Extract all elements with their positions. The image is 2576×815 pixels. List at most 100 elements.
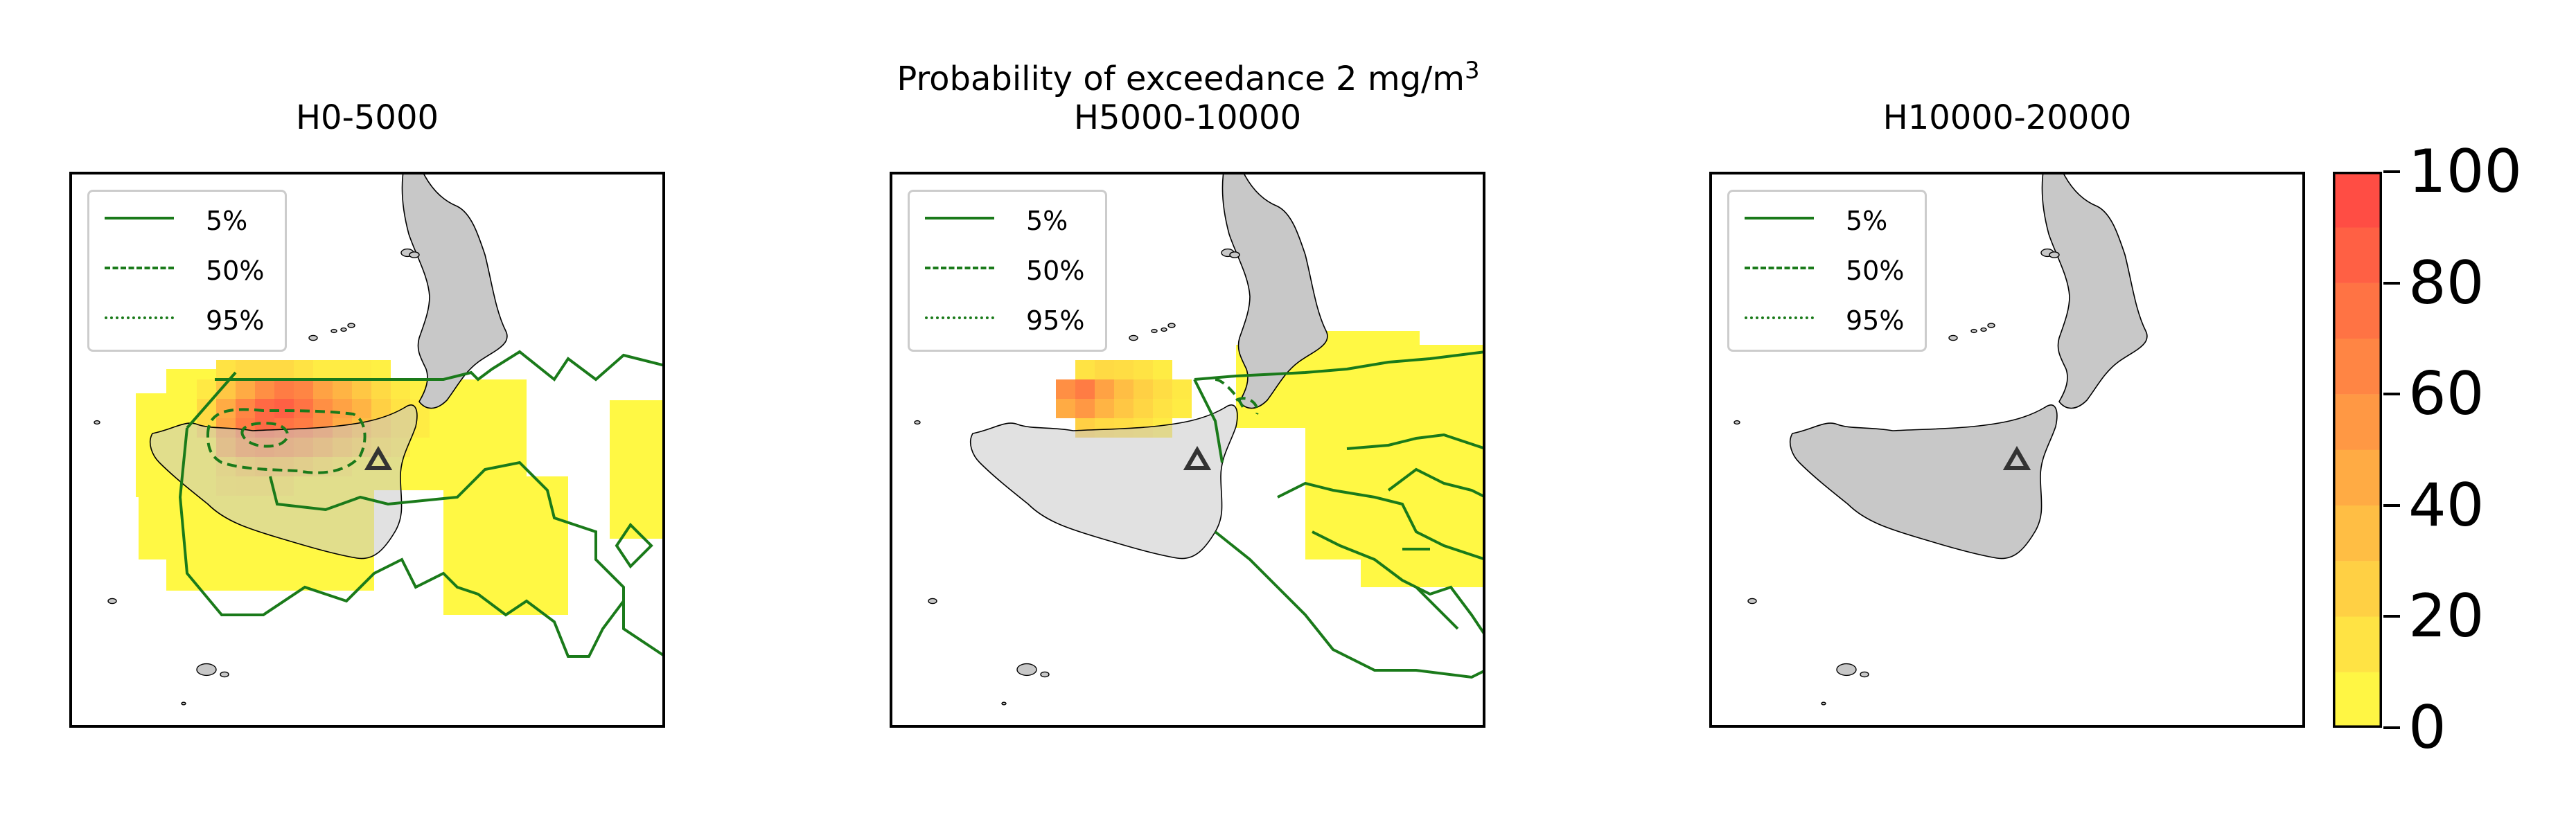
islet: [107, 598, 117, 604]
legend-dotted-line: [105, 316, 174, 319]
legend-entry-95pct: 95%: [925, 304, 1098, 336]
probability-cell: [1172, 399, 1192, 418]
colorbar-step: [2333, 672, 2382, 728]
legend-dotted-line: [925, 316, 994, 319]
probability-cell: [371, 379, 391, 399]
colorbar-tick-mark: [2383, 726, 2400, 729]
legend-entry-50pct: 50%: [1745, 254, 1918, 286]
probability-cell: [1056, 379, 1075, 399]
panel-1-title: H0-5000: [295, 98, 439, 137]
sicily-land: [149, 404, 418, 559]
probability-cell: [255, 399, 274, 418]
islet: [914, 420, 921, 425]
probability-contours-1: [178, 350, 665, 658]
probability-cell: [313, 360, 333, 379]
probability-cell: [391, 379, 410, 399]
islet: [220, 671, 229, 678]
probability-cell: [274, 379, 294, 399]
islet: [94, 420, 100, 425]
legend-label: 5%: [1846, 206, 1888, 236]
probability-cell: [1095, 379, 1114, 399]
triangle-icon: [1183, 445, 1212, 470]
probability-cell: [1095, 360, 1114, 379]
islet: [1948, 334, 1958, 341]
islet: [340, 327, 347, 332]
islet: [1151, 328, 1158, 334]
probability-cell: [1153, 379, 1172, 399]
colorbar-tick-mark: [2383, 393, 2400, 396]
land-layer-2: [914, 172, 1328, 706]
colorbar-step: [2333, 338, 2382, 395]
probability-cell: [294, 360, 313, 379]
islet: [1821, 701, 1826, 706]
legend-entry-5pct: 5%: [105, 204, 278, 236]
legend-label: 50%: [1026, 256, 1085, 286]
colorbar-tick-mark: [2383, 615, 2400, 618]
probability-cell: [1133, 360, 1153, 379]
map-canvas-1: [69, 172, 665, 728]
map-panel-3: 5% 50% 95%: [1709, 172, 2305, 728]
figure-title: Probability of exceedance 2 mg/m3: [693, 50, 1684, 100]
legend-dashed-line: [1745, 267, 1814, 269]
probability-cell: [352, 379, 371, 399]
sicily-land: [1789, 404, 2058, 559]
map-canvas-2: [890, 172, 1485, 728]
probability-cell: [294, 379, 313, 399]
islet: [1733, 420, 1740, 425]
calabria-land: [1221, 172, 1328, 409]
probability-cell: [1172, 379, 1192, 399]
colorbar-tick-mark: [2383, 170, 2400, 173]
calabria-land: [401, 172, 508, 409]
islet: [1040, 671, 1050, 678]
contour-legend-1: 5% 50% 95%: [87, 190, 287, 352]
probability-cell: [1114, 399, 1133, 418]
volcano-vent-marker-2: [1183, 445, 1212, 470]
colorbar-tick-label: 20: [2408, 582, 2485, 652]
probability-cell: [333, 399, 352, 418]
legend-entry-5pct: 5%: [1745, 204, 1918, 236]
colorbar-tick-label: 100: [2408, 137, 2523, 206]
colorbar-tick-label: 0: [2408, 693, 2446, 762]
islet: [1167, 323, 1176, 328]
islet: [196, 663, 217, 677]
colorbar-gradient: [2333, 172, 2382, 728]
islet: [1747, 598, 1757, 604]
islet: [347, 323, 355, 328]
islet: [1987, 323, 1995, 328]
probability-cell: [1153, 399, 1172, 418]
panel-frame-2: [890, 172, 1485, 728]
legend-dashed-line: [105, 267, 174, 269]
contour-dashed: [1215, 378, 1259, 415]
probability-cell: [352, 360, 371, 379]
probability-cell: [236, 379, 255, 399]
probability-contours-2: [1193, 350, 1485, 679]
colorbar-step: [2333, 227, 2382, 283]
probability-cell: [1133, 379, 1153, 399]
volcano-vent-marker-3: [2002, 445, 2031, 470]
low-probability-area: [610, 400, 665, 539]
probability-cell: [197, 379, 216, 399]
islet: [1980, 327, 1987, 332]
sicily-land: [969, 404, 1238, 559]
islet: [1001, 701, 1007, 706]
probability-cell: [333, 360, 352, 379]
colorbar-tick-mark: [2383, 281, 2400, 285]
islet: [181, 701, 186, 706]
probability-cell: [294, 399, 313, 418]
probability-cell: [274, 399, 294, 418]
colorbar-tick-label: 60: [2408, 359, 2485, 429]
islet: [308, 334, 318, 341]
contour-legend-3: 5% 50% 95%: [1727, 190, 1927, 352]
colorbar-step: [2333, 561, 2382, 617]
contour-solid: [1193, 350, 1485, 679]
colorbar-step: [2333, 616, 2382, 672]
colorbar: [2333, 172, 2382, 728]
colorbar-step: [2333, 505, 2382, 562]
colorbar-tick-mark: [2383, 503, 2400, 507]
islet: [2049, 251, 2060, 258]
probability-cell: [255, 360, 274, 379]
colorbar-step: [2333, 449, 2382, 505]
triangle-icon: [2002, 445, 2031, 470]
probability-cell: [1075, 360, 1095, 379]
probability-cell: [1075, 399, 1095, 418]
